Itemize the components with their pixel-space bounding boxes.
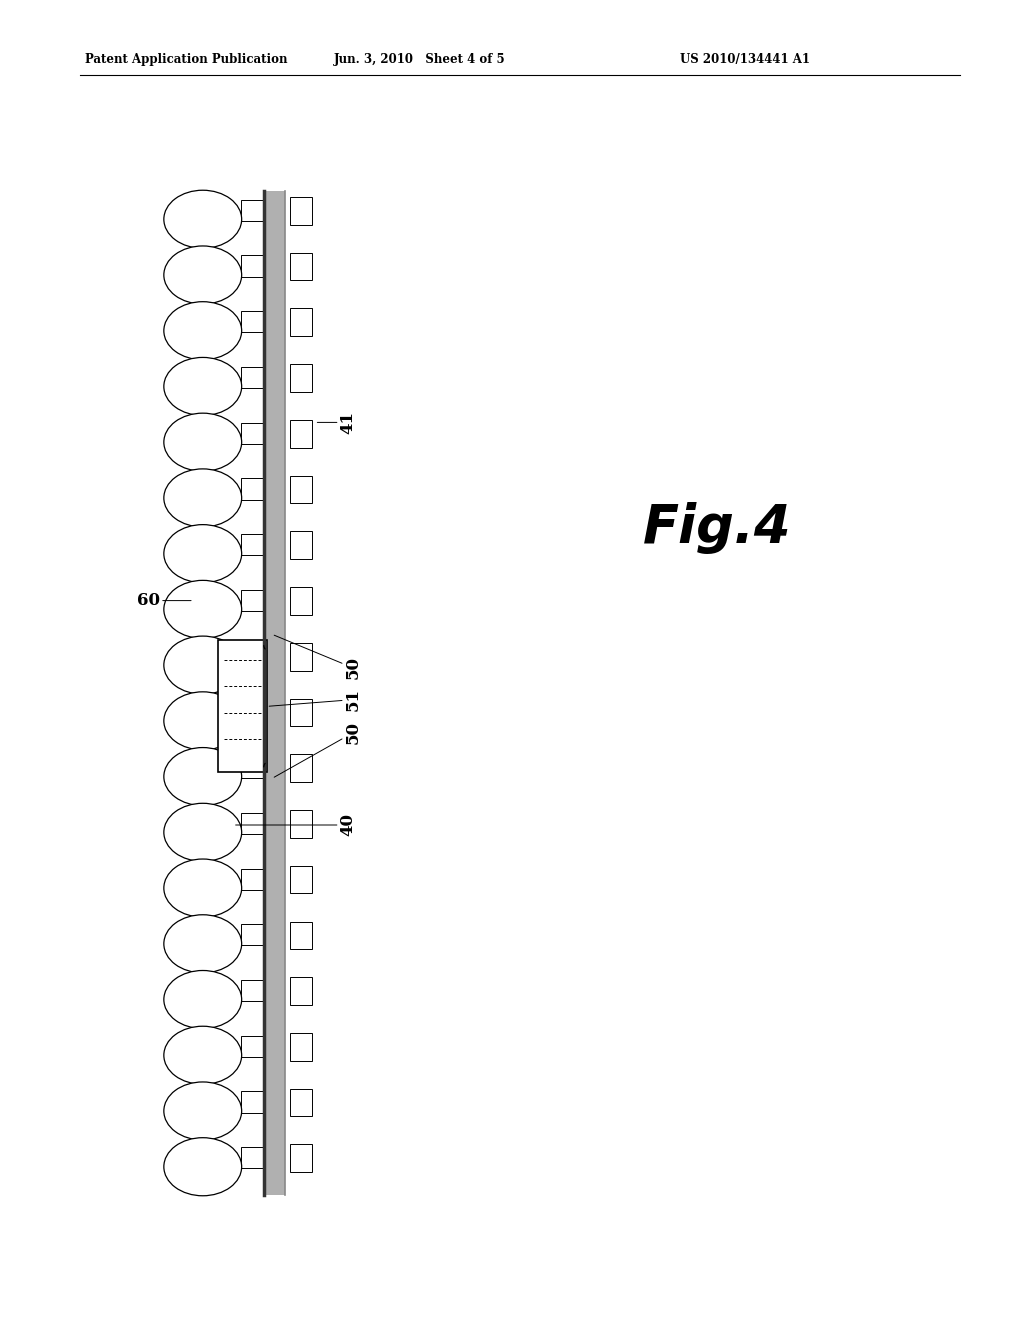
Ellipse shape bbox=[164, 747, 242, 805]
Ellipse shape bbox=[164, 413, 242, 471]
Ellipse shape bbox=[164, 636, 242, 694]
Bar bbox=[241, 367, 263, 388]
Text: 40: 40 bbox=[236, 813, 356, 837]
Ellipse shape bbox=[164, 970, 242, 1028]
Bar bbox=[241, 924, 263, 945]
Bar bbox=[290, 532, 312, 560]
Text: Fig.4: Fig.4 bbox=[642, 502, 792, 554]
Bar bbox=[241, 199, 263, 220]
Text: Patent Application Publication: Patent Application Publication bbox=[85, 54, 288, 66]
Bar bbox=[290, 1089, 312, 1117]
Bar bbox=[241, 1092, 263, 1113]
Bar bbox=[290, 1144, 312, 1172]
Bar bbox=[241, 701, 263, 722]
Bar bbox=[290, 643, 312, 671]
Bar bbox=[241, 312, 263, 333]
Text: US 2010/134441 A1: US 2010/134441 A1 bbox=[680, 54, 810, 66]
Ellipse shape bbox=[164, 469, 242, 527]
Ellipse shape bbox=[164, 524, 242, 582]
Ellipse shape bbox=[164, 692, 242, 750]
Bar bbox=[241, 422, 263, 444]
Ellipse shape bbox=[164, 246, 242, 304]
Ellipse shape bbox=[164, 804, 242, 862]
Bar bbox=[290, 252, 312, 280]
Ellipse shape bbox=[164, 1082, 242, 1140]
Bar bbox=[241, 979, 263, 1001]
Text: 60: 60 bbox=[137, 593, 191, 609]
Bar bbox=[241, 869, 263, 890]
Bar bbox=[290, 754, 312, 781]
Bar bbox=[218, 640, 267, 772]
Bar bbox=[290, 866, 312, 894]
Bar bbox=[290, 309, 312, 337]
Bar bbox=[241, 590, 263, 611]
Bar bbox=[241, 813, 263, 834]
Bar bbox=[264, 191, 285, 1195]
Text: 50: 50 bbox=[274, 635, 361, 680]
Bar bbox=[290, 1034, 312, 1061]
Bar bbox=[290, 698, 312, 726]
Ellipse shape bbox=[164, 358, 242, 416]
Bar bbox=[290, 420, 312, 447]
Ellipse shape bbox=[164, 190, 242, 248]
Bar bbox=[290, 977, 312, 1005]
Bar bbox=[290, 364, 312, 392]
Bar bbox=[241, 256, 263, 277]
Text: Jun. 3, 2010   Sheet 4 of 5: Jun. 3, 2010 Sheet 4 of 5 bbox=[334, 54, 506, 66]
Bar bbox=[241, 645, 263, 667]
Bar bbox=[290, 475, 312, 503]
Bar bbox=[241, 478, 263, 499]
Bar bbox=[290, 587, 312, 615]
Bar bbox=[290, 810, 312, 838]
Text: 41: 41 bbox=[317, 411, 356, 434]
Ellipse shape bbox=[164, 1138, 242, 1196]
Bar bbox=[241, 1147, 263, 1168]
Bar bbox=[290, 197, 312, 224]
Ellipse shape bbox=[164, 581, 242, 639]
Bar bbox=[241, 758, 263, 779]
Text: 51: 51 bbox=[269, 688, 361, 711]
Ellipse shape bbox=[164, 915, 242, 973]
Bar bbox=[290, 921, 312, 949]
Bar bbox=[241, 1036, 263, 1057]
Text: 50: 50 bbox=[274, 721, 361, 777]
Bar bbox=[241, 535, 263, 556]
Ellipse shape bbox=[164, 1026, 242, 1084]
Ellipse shape bbox=[164, 859, 242, 917]
Ellipse shape bbox=[164, 302, 242, 360]
